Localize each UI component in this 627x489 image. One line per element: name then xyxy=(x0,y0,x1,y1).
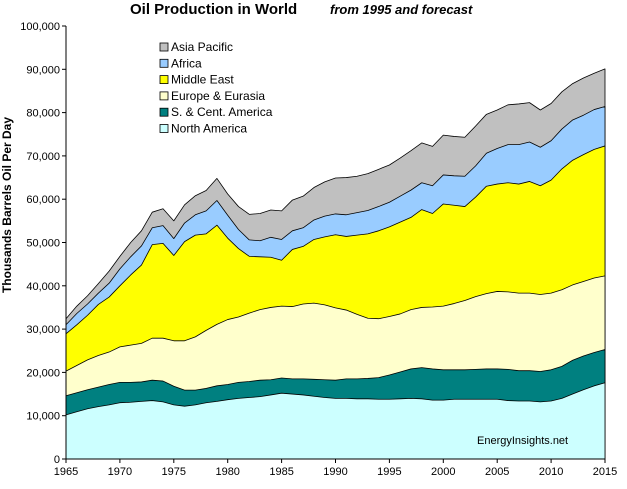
legend-label-asia-pacific: Asia Pacific xyxy=(171,40,233,54)
x-tick-label: 2015 xyxy=(593,466,617,478)
x-tick-label: 2005 xyxy=(485,466,509,478)
y-tick-label: 80,000 xyxy=(26,108,60,120)
y-tick-label: 90,000 xyxy=(26,64,60,76)
y-tick-label: 0 xyxy=(54,454,60,466)
legend-swatch-asia-pacific xyxy=(159,42,169,52)
area-north-america xyxy=(65,382,606,460)
x-tick-label: 1985 xyxy=(269,466,293,478)
y-tick-label: 30,000 xyxy=(26,324,60,336)
chart-title: Oil Production in World xyxy=(130,1,297,18)
x-tick-label: 1970 xyxy=(108,466,132,478)
legend: Asia Pacific Africa Middle East Europe & Eu… xyxy=(159,40,273,136)
legend-swatch-middle-east xyxy=(159,75,169,84)
legend-label-north-america: North America xyxy=(171,122,247,136)
x-tick-label: 1995 xyxy=(377,466,401,478)
x-tick-label: 1990 xyxy=(323,466,347,478)
y-tick-label: 20,000 xyxy=(26,367,60,379)
y-tick-label: 60,000 xyxy=(26,194,60,206)
x-tick-label: 1975 xyxy=(162,466,186,478)
y-tick-label: 10,000 xyxy=(26,411,60,423)
legend-label-europe-eurasia: Europe & Eurasia xyxy=(171,89,265,103)
legend-label-africa: Africa xyxy=(171,56,202,70)
legend-swatch-africa xyxy=(159,58,169,68)
legend-label-middle-east: Middle East xyxy=(171,73,234,87)
stacked-areas xyxy=(65,68,606,460)
legend-swatch-north-america xyxy=(159,124,169,133)
x-tick-label: 1980 xyxy=(215,466,239,478)
source-credit: EnergyInsights.net xyxy=(477,435,568,447)
x-tick-label: 2000 xyxy=(431,466,455,478)
y-tick-label: 70,000 xyxy=(26,151,60,163)
chart-subtitle: from 1995 and forecast xyxy=(330,2,473,17)
y-tick-label: 40,000 xyxy=(26,281,60,293)
x-tick-label: 1965 xyxy=(54,466,78,478)
y-tick-label: 100,000 xyxy=(20,21,60,33)
y-axis-label: Thousands Barrels Oil Per Day xyxy=(0,117,14,293)
x-tick-label: 2010 xyxy=(539,466,563,478)
legend-swatch-europe-eurasia xyxy=(159,91,169,101)
axes: 0 10,000 20,000 30,000 40,000 50,000 60,000 70,… xyxy=(20,21,617,478)
legend-swatch-s-cent-america xyxy=(159,107,169,117)
legend-label-s-cent-america: S. & Cent. America xyxy=(171,105,273,119)
y-tick-label: 50,000 xyxy=(26,238,60,250)
